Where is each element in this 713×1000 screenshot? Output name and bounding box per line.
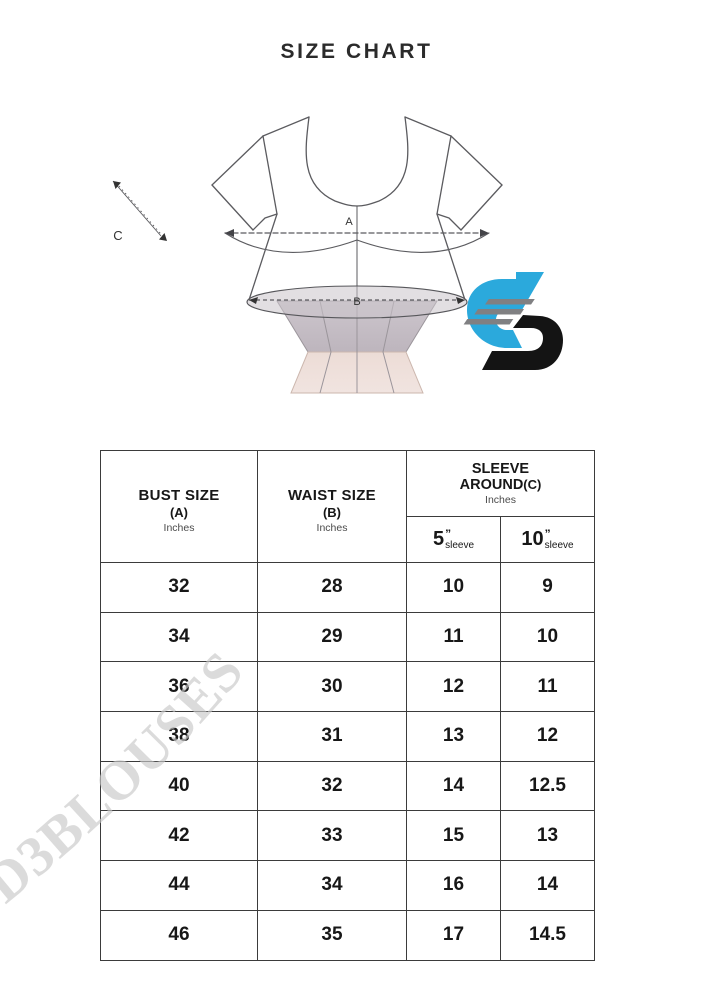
svg-text:D3BLOUSES: D3BLOUSES (0, 640, 256, 915)
